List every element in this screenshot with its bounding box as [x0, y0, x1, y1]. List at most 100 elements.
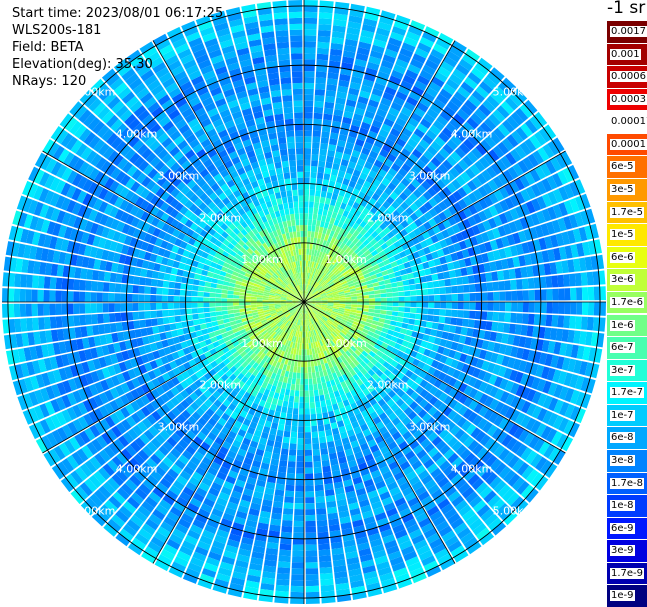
range-gate-cell	[56, 264, 64, 277]
range-gate-cell	[437, 476, 450, 488]
range-gate-cell	[374, 435, 384, 444]
range-gate-cell	[237, 380, 245, 389]
range-gate-cell	[424, 327, 432, 335]
range-gate-cell	[326, 278, 332, 284]
range-gate-cell	[427, 228, 436, 237]
range-gate-cell	[292, 303, 299, 305]
range-gate-cell	[43, 316, 51, 330]
range-gate-cell	[309, 298, 316, 301]
range-gate-cell	[184, 534, 198, 546]
range-gate-cell	[542, 193, 553, 208]
range-gate-cell	[408, 455, 419, 466]
range-gate-cell	[289, 353, 293, 360]
range-gate-cell	[328, 334, 334, 341]
range-gate-cell	[526, 403, 537, 417]
range-gate-cell	[274, 354, 280, 362]
range-gate-cell	[311, 261, 315, 268]
range-gate-cell	[545, 314, 553, 327]
range-gate-cell	[316, 334, 321, 341]
range-gate-cell	[304, 307, 306, 314]
range-gate-cell	[239, 410, 248, 419]
range-gate-cell	[299, 390, 304, 397]
range-gate-cell	[363, 141, 373, 151]
range-gate-cell	[192, 519, 206, 530]
range-gate-cell	[344, 378, 352, 387]
range-gate-cell	[342, 230, 349, 238]
range-gate-cell	[304, 142, 312, 149]
range-gate-cell	[430, 156, 442, 168]
range-gate-cell	[333, 298, 340, 301]
range-gate-cell	[329, 257, 336, 264]
range-gate-cell	[372, 282, 380, 287]
range-gate-cell	[438, 201, 448, 211]
range-gate-cell	[125, 391, 135, 403]
range-gate-cell	[346, 277, 353, 283]
range-gate-cell	[458, 393, 469, 405]
range-gate-cell	[283, 351, 288, 359]
range-gate-cell	[378, 426, 388, 435]
range-gate-cell	[515, 126, 529, 141]
range-gate-cell	[61, 212, 72, 226]
range-gate-cell	[488, 411, 499, 424]
range-gate-cell	[334, 151, 343, 159]
range-gate-cell	[400, 210, 410, 220]
range-gate-cell	[320, 332, 325, 339]
range-gate-cell	[384, 407, 394, 417]
range-gate-cell	[443, 432, 454, 444]
range-gate-cell	[453, 91, 467, 104]
range-gate-cell	[315, 502, 326, 509]
range-gate-cell	[336, 326, 343, 332]
range-gate-cell	[354, 107, 365, 116]
range-gate-cell	[64, 340, 73, 353]
range-gate-cell	[118, 435, 130, 448]
range-gate-cell	[325, 329, 331, 336]
range-gate-cell	[134, 329, 142, 338]
range-gate-cell	[39, 387, 50, 402]
range-gate-cell	[85, 497, 99, 512]
range-gate-cell	[429, 124, 441, 136]
range-gate-cell	[33, 405, 45, 420]
range-gate-cell	[452, 213, 462, 224]
range-gate-cell	[509, 194, 520, 207]
range-gate-cell	[324, 276, 331, 283]
range-gate-cell	[299, 307, 302, 314]
range-gate-cell	[33, 331, 41, 345]
range-gate-cell	[325, 495, 336, 503]
range-gate-cell	[162, 494, 175, 506]
range-gate-cell	[252, 362, 259, 370]
range-gate-cell	[514, 145, 527, 159]
range-gate-cell	[206, 519, 220, 529]
range-gate-cell	[364, 453, 374, 462]
range-gate-cell	[305, 290, 309, 297]
range-gate-cell	[233, 287, 241, 292]
range-gate-cell	[472, 328, 480, 338]
range-gate-cell	[349, 155, 359, 164]
range-gate-cell	[337, 170, 346, 178]
range-gate-cell	[123, 235, 133, 246]
range-gate-cell	[289, 389, 295, 397]
range-gate-cell	[314, 365, 319, 373]
range-gate-cell	[330, 340, 336, 347]
range-gate-cell	[468, 399, 479, 411]
range-gate-cell	[410, 58, 424, 70]
range-gate-cell	[283, 502, 294, 509]
range-gate-cell	[221, 293, 228, 298]
range-gate-cell	[428, 244, 437, 253]
range-gate-cell	[375, 302, 381, 306]
range-gate-cell	[212, 390, 221, 399]
range-gate-cell	[378, 182, 387, 192]
range-gate-cell	[352, 343, 360, 350]
range-gate-cell	[316, 519, 328, 527]
range-gate-cell	[130, 389, 140, 400]
range-gate-cell	[342, 473, 352, 482]
range-gate-cell	[328, 354, 334, 362]
range-gate-cell	[203, 286, 211, 293]
range-gate-cell	[366, 582, 381, 592]
range-gate-cell	[450, 473, 463, 486]
range-gate-cell	[260, 346, 267, 353]
range-gate-cell	[372, 402, 381, 411]
range-gate-cell	[378, 230, 387, 239]
range-gate-cell	[404, 173, 415, 183]
range-gate-cell	[369, 495, 381, 505]
range-gate-cell	[104, 415, 116, 428]
